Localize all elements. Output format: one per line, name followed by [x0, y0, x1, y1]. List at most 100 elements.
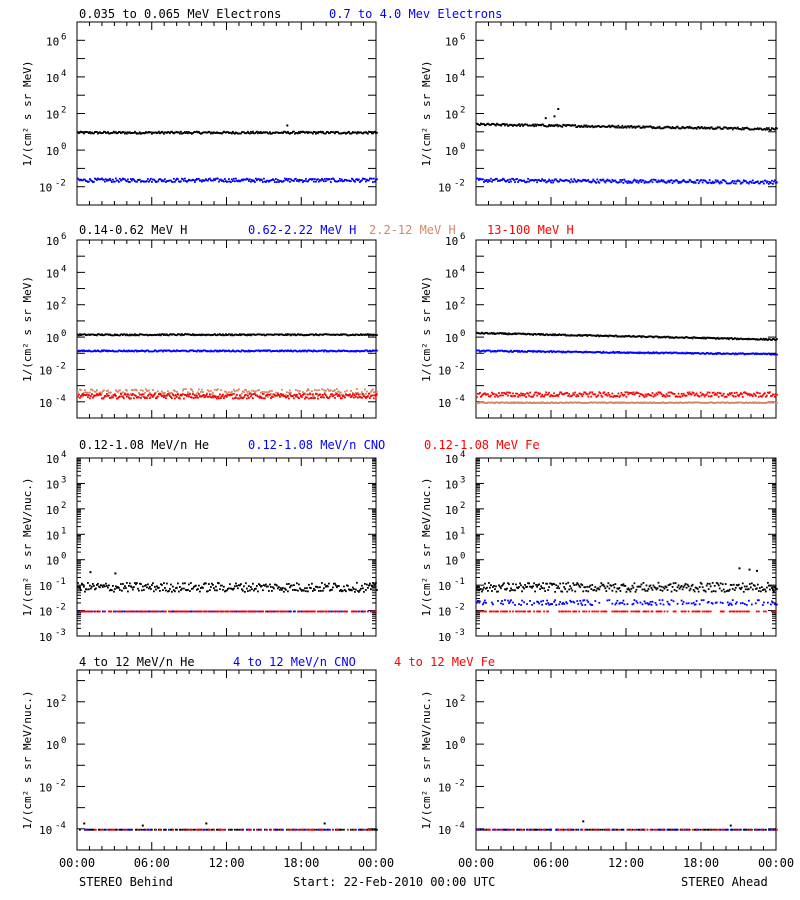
- data-point: [364, 610, 366, 613]
- data-point: [747, 337, 750, 340]
- data-point: [134, 389, 136, 391]
- data-point: [644, 401, 647, 404]
- data-point: [121, 333, 123, 336]
- data-point: [357, 179, 359, 182]
- data-point: [334, 334, 336, 336]
- data-point: [327, 131, 329, 133]
- data-point: [593, 334, 596, 337]
- data-point: [636, 401, 639, 404]
- data-point: [221, 610, 223, 613]
- data-point: [223, 397, 225, 400]
- data-point: [555, 394, 558, 397]
- data-point: [175, 179, 177, 182]
- data-point: [552, 333, 555, 336]
- data-point: [614, 395, 617, 398]
- data-point: [695, 179, 698, 182]
- data-point: [744, 127, 747, 130]
- data-point: [325, 333, 327, 336]
- data-point: [737, 128, 740, 130]
- data-point: [309, 586, 311, 589]
- data-point: [246, 397, 248, 400]
- data-point: [313, 587, 315, 590]
- data-point: [595, 401, 598, 404]
- data-point: [106, 349, 108, 352]
- data-point: [652, 126, 655, 128]
- data-point: [615, 351, 618, 354]
- data-point: [272, 393, 274, 396]
- data-point: [695, 352, 698, 355]
- data-point: [557, 395, 560, 398]
- data-point: [613, 335, 616, 338]
- data-point: [592, 401, 595, 404]
- data-point: [625, 335, 628, 338]
- data-point: [78, 178, 80, 181]
- data-point: [617, 401, 620, 404]
- data-point: [606, 334, 609, 337]
- data-point: [209, 350, 211, 353]
- data-point: [93, 395, 95, 398]
- data-point: [198, 334, 200, 336]
- data-point: [335, 131, 337, 133]
- data-point: [160, 131, 162, 134]
- data-point: [232, 334, 234, 337]
- data-point: [319, 131, 321, 134]
- data-point: [217, 132, 219, 134]
- data-point: [108, 394, 110, 397]
- data-point: [529, 179, 531, 182]
- data-point: [565, 125, 568, 127]
- data-point: [665, 351, 668, 354]
- data-point: [204, 179, 206, 182]
- data-point: [697, 395, 700, 398]
- data-point: [306, 587, 308, 590]
- data-point: [248, 334, 250, 336]
- data-point: [751, 401, 754, 404]
- data-point: [124, 350, 126, 352]
- data-point: [486, 393, 488, 396]
- plot-frame: [76, 457, 377, 637]
- data-point: [299, 132, 301, 135]
- data-point: [609, 126, 612, 129]
- data-point: [708, 179, 711, 181]
- data-point: [599, 351, 602, 353]
- data-point: [212, 179, 214, 182]
- data-point: [242, 397, 244, 400]
- data-point: [566, 392, 569, 394]
- data-point: [152, 395, 154, 398]
- data-point: [671, 392, 674, 395]
- data-point: [116, 333, 118, 336]
- data-point: [348, 130, 350, 133]
- data-point: [337, 131, 339, 134]
- data-point: [176, 131, 178, 133]
- data-point: [317, 333, 319, 336]
- data-point: [346, 610, 348, 613]
- data-point: [82, 583, 84, 586]
- data-point: [324, 333, 326, 336]
- data-point: [259, 179, 261, 182]
- data-point: [746, 127, 749, 130]
- data-point: [293, 584, 295, 587]
- data-point: [687, 401, 690, 404]
- data-point: [244, 394, 246, 397]
- data-point: [747, 127, 750, 130]
- data-point: [703, 336, 706, 339]
- data-point: [266, 391, 268, 394]
- data-point: [699, 402, 702, 404]
- data-point: [366, 349, 368, 352]
- data-point: [771, 338, 774, 340]
- data-point: [324, 391, 326, 394]
- data-point: [250, 395, 252, 398]
- data-point: [552, 124, 555, 127]
- data-point: [696, 352, 699, 354]
- data-point: [763, 127, 766, 130]
- data-point: [302, 589, 304, 592]
- data-point: [351, 132, 353, 135]
- data-point: [486, 402, 488, 405]
- data-point: [567, 394, 570, 397]
- data-point: [297, 333, 299, 336]
- data-point: [749, 352, 752, 355]
- data-point: [727, 338, 730, 341]
- data-point: [603, 125, 606, 128]
- data-point: [199, 395, 201, 397]
- data-point: [767, 401, 770, 404]
- data-point: [287, 394, 289, 397]
